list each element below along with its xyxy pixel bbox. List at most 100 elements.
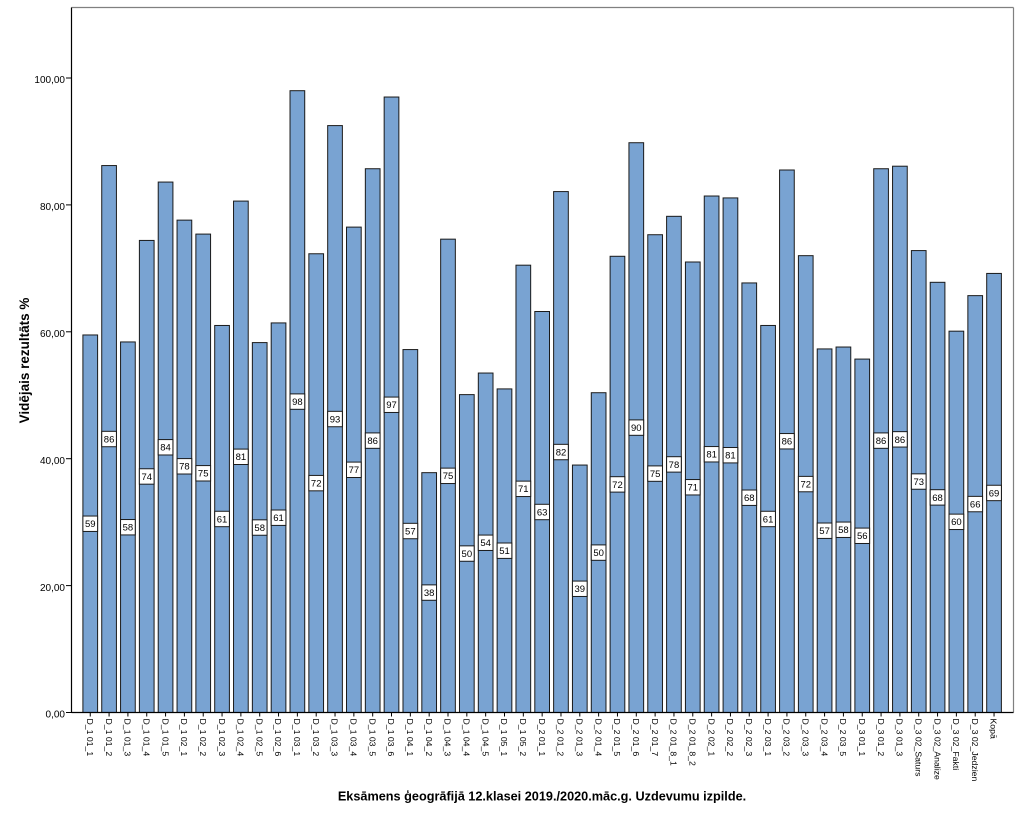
svg-text:50: 50 bbox=[462, 549, 473, 560]
svg-text:D_1 02_5: D_1 02_5 bbox=[254, 719, 264, 757]
svg-text:60: 60 bbox=[951, 517, 962, 528]
svg-text:81: 81 bbox=[725, 451, 736, 462]
svg-text:D_1 04_5: D_1 04_5 bbox=[480, 719, 490, 757]
svg-text:D_1 02_1: D_1 02_1 bbox=[179, 719, 189, 757]
svg-text:Kopā: Kopā bbox=[989, 719, 999, 739]
svg-text:D_1 02_3: D_1 02_3 bbox=[217, 719, 227, 757]
svg-text:D_1 01_2: D_1 01_2 bbox=[104, 719, 114, 757]
svg-text:86: 86 bbox=[876, 436, 887, 447]
svg-text:69: 69 bbox=[989, 488, 1000, 499]
svg-text:72: 72 bbox=[800, 479, 811, 490]
svg-text:D_1 02_2: D_1 02_2 bbox=[198, 719, 208, 757]
svg-text:61: 61 bbox=[273, 513, 284, 524]
svg-text:71: 71 bbox=[518, 484, 529, 495]
svg-text:D_2 01_8_2: D_2 01_8_2 bbox=[687, 719, 697, 767]
svg-text:86: 86 bbox=[104, 434, 115, 445]
svg-text:D_1 03_5: D_1 03_5 bbox=[367, 719, 377, 757]
svg-text:66: 66 bbox=[970, 499, 981, 510]
svg-text:D_2 02_2: D_2 02_2 bbox=[725, 719, 735, 757]
svg-text:D_1 03_1: D_1 03_1 bbox=[292, 719, 302, 757]
svg-text:20,00: 20,00 bbox=[40, 583, 65, 594]
svg-text:D_1 03_4: D_1 03_4 bbox=[349, 719, 359, 757]
svg-text:D_1 01_1: D_1 01_1 bbox=[85, 719, 95, 757]
svg-text:D_2 03_1: D_2 03_1 bbox=[763, 719, 773, 757]
svg-text:D_2 02_1: D_2 02_1 bbox=[706, 719, 716, 757]
svg-text:57: 57 bbox=[819, 526, 830, 537]
svg-text:51: 51 bbox=[499, 546, 510, 557]
svg-text:D_1 01_4: D_1 01_4 bbox=[141, 719, 151, 757]
svg-text:D_1 04_3: D_1 04_3 bbox=[443, 719, 453, 757]
svg-text:97: 97 bbox=[386, 400, 397, 411]
svg-text:D_1 04_1: D_1 04_1 bbox=[405, 719, 415, 757]
svg-text:38: 38 bbox=[424, 588, 435, 599]
svg-text:D_1 01_3: D_1 01_3 bbox=[123, 719, 133, 757]
svg-text:74: 74 bbox=[141, 472, 152, 483]
svg-text:61: 61 bbox=[763, 514, 774, 525]
svg-text:D_3 02_Saturs: D_3 02_Saturs bbox=[913, 719, 923, 778]
svg-text:D_1 01_5: D_1 01_5 bbox=[160, 719, 170, 757]
svg-text:D_2 03_3: D_2 03_3 bbox=[800, 719, 810, 757]
svg-text:81: 81 bbox=[236, 452, 247, 463]
svg-text:D_3 01_1: D_3 01_1 bbox=[857, 719, 867, 757]
svg-text:68: 68 bbox=[932, 493, 943, 504]
svg-text:D_1 03_3: D_1 03_3 bbox=[330, 719, 340, 757]
svg-text:73: 73 bbox=[913, 477, 924, 488]
svg-text:D_3 01_2: D_3 01_2 bbox=[876, 719, 886, 757]
svg-text:39: 39 bbox=[575, 584, 586, 595]
svg-text:D_1 05_1: D_1 05_1 bbox=[499, 719, 509, 757]
svg-text:D_3 02_Jedzien: D_3 02_Jedzien bbox=[970, 719, 980, 782]
svg-text:56: 56 bbox=[857, 531, 868, 542]
svg-text:93: 93 bbox=[330, 414, 341, 425]
svg-text:58: 58 bbox=[838, 525, 849, 536]
svg-text:Eksāmens ģeogrāfijā 12.klasei: Eksāmens ģeogrāfijā 12.klasei 2019./2020… bbox=[338, 790, 746, 804]
svg-text:Vidējais rezultāts %: Vidējais rezultāts % bbox=[17, 298, 32, 424]
svg-text:D_1 04_2: D_1 04_2 bbox=[424, 719, 434, 757]
svg-text:D_2 01_4: D_2 01_4 bbox=[593, 719, 603, 757]
svg-text:D_2 01_5: D_2 01_5 bbox=[612, 719, 622, 757]
svg-text:D_2 01_3: D_2 01_3 bbox=[575, 719, 585, 757]
svg-text:D_1 02_6: D_1 02_6 bbox=[273, 719, 283, 757]
svg-text:D_1 03_2: D_1 03_2 bbox=[311, 719, 321, 757]
svg-text:82: 82 bbox=[556, 447, 567, 458]
svg-text:84: 84 bbox=[160, 443, 171, 454]
svg-text:75: 75 bbox=[198, 469, 209, 480]
svg-text:D_2 03_4: D_2 03_4 bbox=[819, 719, 829, 757]
svg-text:D_2 03_2: D_2 03_2 bbox=[782, 719, 792, 757]
svg-text:D_3 02_Analize: D_3 02_Analize bbox=[932, 719, 942, 781]
svg-text:59: 59 bbox=[85, 519, 96, 530]
svg-text:86: 86 bbox=[367, 436, 378, 447]
svg-text:40,00: 40,00 bbox=[40, 456, 65, 467]
svg-text:75: 75 bbox=[443, 471, 454, 482]
svg-text:50: 50 bbox=[593, 548, 604, 559]
svg-text:58: 58 bbox=[123, 523, 134, 534]
svg-text:D_2 01_2: D_2 01_2 bbox=[556, 719, 566, 757]
svg-text:D_2 01_8_1: D_2 01_8_1 bbox=[669, 719, 679, 767]
svg-text:D_2 03_5: D_2 03_5 bbox=[838, 719, 848, 757]
svg-text:D_2 01_6: D_2 01_6 bbox=[631, 719, 641, 757]
svg-text:61: 61 bbox=[217, 514, 228, 525]
svg-text:80,00: 80,00 bbox=[40, 202, 65, 213]
svg-text:81: 81 bbox=[706, 450, 717, 461]
svg-text:75: 75 bbox=[650, 469, 661, 480]
svg-text:D_2 01_7: D_2 01_7 bbox=[650, 719, 660, 757]
svg-text:77: 77 bbox=[349, 465, 360, 476]
svg-text:D_1 03_6: D_1 03_6 bbox=[386, 719, 396, 757]
svg-text:72: 72 bbox=[311, 479, 322, 490]
svg-text:60,00: 60,00 bbox=[40, 329, 65, 340]
svg-text:D_1 05_2: D_1 05_2 bbox=[518, 719, 528, 757]
svg-text:86: 86 bbox=[782, 437, 793, 448]
svg-text:100,00: 100,00 bbox=[34, 75, 65, 86]
svg-text:68: 68 bbox=[744, 493, 755, 504]
svg-text:D_3 01_3: D_3 01_3 bbox=[895, 719, 905, 757]
svg-text:72: 72 bbox=[612, 480, 623, 491]
svg-text:D_3 02_Fakti: D_3 02_Fakti bbox=[951, 719, 961, 771]
svg-text:90: 90 bbox=[631, 423, 642, 434]
svg-text:D_2 02_3: D_2 02_3 bbox=[744, 719, 754, 757]
svg-text:86: 86 bbox=[895, 435, 906, 446]
svg-text:98: 98 bbox=[292, 397, 303, 408]
svg-text:71: 71 bbox=[687, 483, 698, 494]
svg-text:D_1 02_4: D_1 02_4 bbox=[236, 719, 246, 757]
svg-text:63: 63 bbox=[537, 507, 548, 518]
svg-text:78: 78 bbox=[179, 462, 190, 473]
svg-text:58: 58 bbox=[254, 523, 265, 534]
